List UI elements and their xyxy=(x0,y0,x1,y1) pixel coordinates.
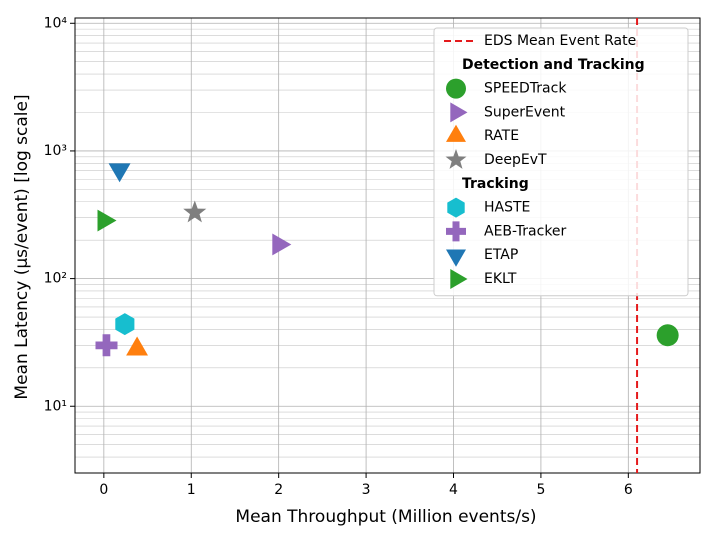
legend-label: SuperEvent xyxy=(484,104,566,120)
x-tick-label: 3 xyxy=(362,482,371,498)
legend-marker xyxy=(447,197,465,218)
legend-marker xyxy=(450,102,468,123)
y-axis-label: Mean Latency (μs/event) [log scale] xyxy=(12,94,32,399)
legend-label: HASTE xyxy=(484,200,530,216)
legend-label: RATE xyxy=(484,128,519,144)
legend-marker xyxy=(450,269,468,289)
scatter-point xyxy=(108,163,131,183)
legend-marker xyxy=(446,249,466,267)
legend-group-title: Tracking xyxy=(462,176,529,192)
legend-label: ETAP xyxy=(484,247,518,263)
scatter-point xyxy=(95,334,118,357)
legend-label: EKLT xyxy=(484,271,517,287)
y-tick-label: 10² xyxy=(44,271,67,287)
legend-marker xyxy=(445,149,467,169)
x-tick-label: 5 xyxy=(536,482,545,498)
scatter-point xyxy=(183,200,207,223)
y-tick-label: 10³ xyxy=(44,143,67,159)
scatter-point xyxy=(656,324,679,347)
x-tick-label: 0 xyxy=(99,482,108,498)
scatter-point xyxy=(126,336,148,356)
legend-marker xyxy=(446,124,466,142)
legend-box xyxy=(433,27,689,297)
x-tick-label: 1 xyxy=(187,482,196,498)
legend-label: DeepEvT xyxy=(484,152,547,168)
scatter-point xyxy=(97,209,117,232)
legend-group-title: Detection and Tracking xyxy=(462,57,645,73)
x-axis-label: Mean Throughput (Million events/s) xyxy=(235,507,536,527)
legend-marker xyxy=(446,221,466,242)
x-tick-label: 4 xyxy=(449,482,458,498)
legend-marker xyxy=(446,78,466,99)
y-tick-label: 10⁴ xyxy=(44,15,68,31)
y-tick-label: 10¹ xyxy=(44,398,67,414)
legend-label: AEB-Tracker xyxy=(484,223,567,239)
plot-frame xyxy=(74,17,701,474)
scatter-point xyxy=(115,313,135,336)
legend-label: EDS Mean Event Rate xyxy=(484,33,636,49)
legend-label: SPEEDTrack xyxy=(484,81,567,97)
x-tick-label: 6 xyxy=(624,482,633,498)
x-tick-label: 2 xyxy=(274,482,283,498)
scatter-point xyxy=(272,233,292,256)
